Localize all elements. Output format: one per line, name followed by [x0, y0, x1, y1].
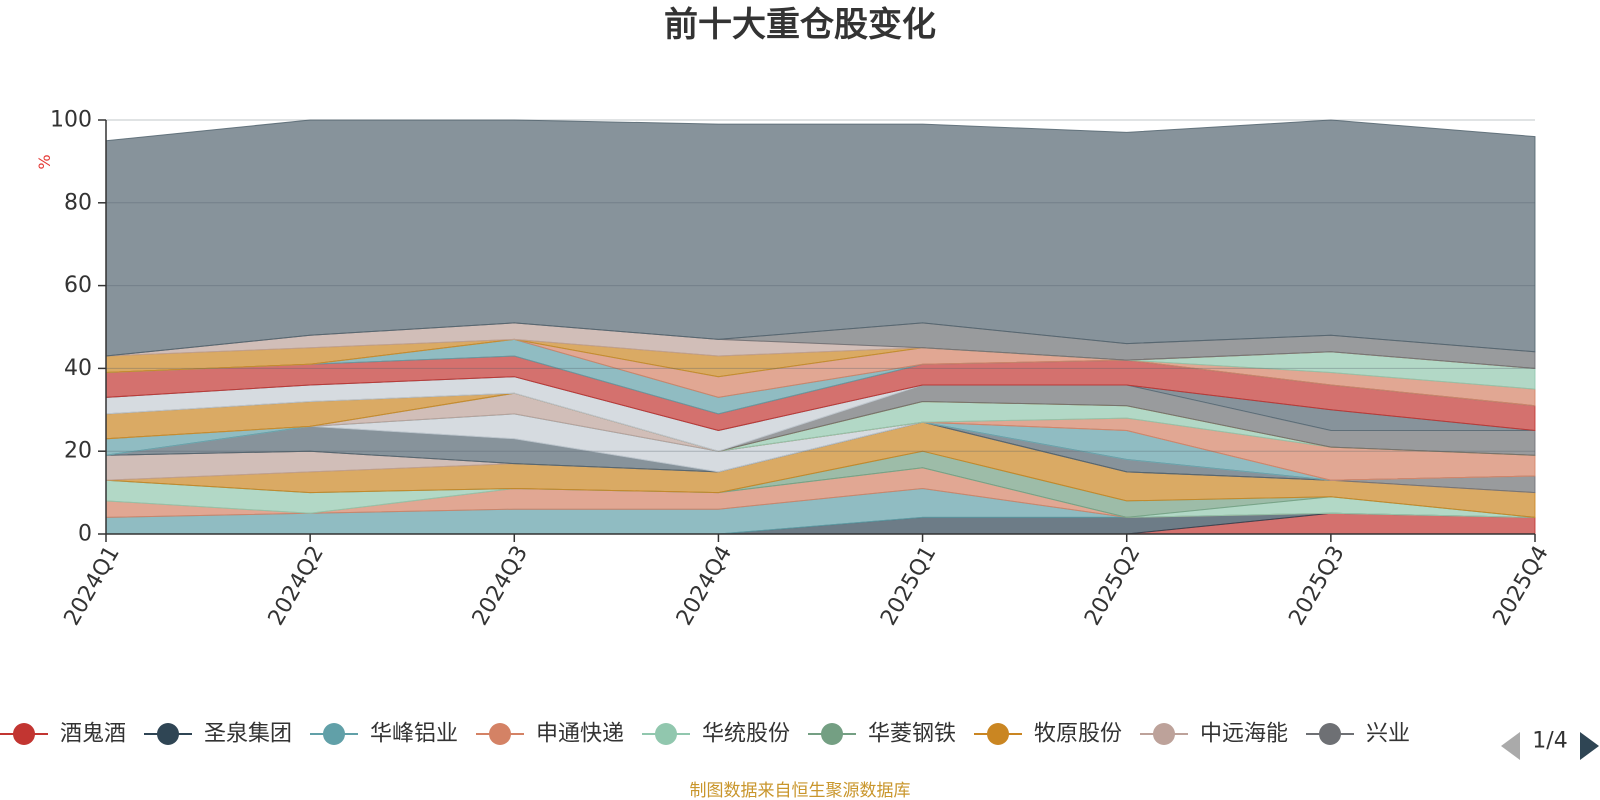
legend-item[interactable]: 圣泉集团 — [144, 722, 292, 747]
x-tick-label: 2025Q1 — [876, 542, 941, 630]
x-tick-label: 2024Q1 — [60, 542, 125, 630]
x-tick-label: 2024Q4 — [672, 542, 737, 630]
grid-lines — [106, 119, 1535, 452]
legend-prev-icon[interactable] — [1501, 732, 1520, 760]
legend-item[interactable]: 申通快递 — [476, 722, 624, 747]
legend-marker-icon — [1319, 723, 1341, 745]
y-tick-label: 0 — [78, 522, 92, 547]
x-tick-label: 2025Q3 — [1284, 542, 1349, 630]
legend-item[interactable]: 兴业 — [1306, 722, 1410, 747]
y-tick-label: 40 — [64, 356, 92, 381]
legend-label: 圣泉集团 — [204, 722, 292, 747]
area-layers — [105, 119, 1536, 535]
y-tick-label: 20 — [64, 439, 92, 464]
data-source-note: 制图数据来自恒生聚源数据库 — [690, 781, 911, 800]
legend-label: 牧原股份 — [1034, 722, 1122, 747]
area-series-27 — [105, 119, 1536, 357]
legend-marker-icon — [157, 723, 179, 745]
legend-item[interactable]: 华峰铝业 — [310, 722, 458, 747]
legend-next-icon[interactable] — [1580, 732, 1599, 760]
legend-label: 华菱钢铁 — [868, 722, 956, 747]
legend-marker-icon — [489, 723, 511, 745]
legend-marker-icon — [821, 723, 843, 745]
legend-label: 兴业 — [1366, 722, 1410, 747]
x-tick-label: 2025Q2 — [1080, 542, 1145, 630]
axes — [105, 120, 1535, 535]
x-tick-label: 2024Q3 — [468, 542, 533, 630]
y-tick-label: 80 — [64, 190, 92, 215]
legend-marker-icon — [323, 723, 345, 745]
legend-item[interactable]: 牧原股份 — [974, 722, 1122, 747]
legend-item[interactable]: 华统股份 — [642, 722, 790, 747]
legend-item[interactable]: 中远海能 — [1140, 722, 1288, 747]
x-tick-label: 2024Q2 — [264, 542, 329, 630]
y-tick-label: 100 — [50, 108, 92, 133]
legend-pager: 1/4 — [1501, 729, 1599, 760]
legend-marker-icon — [1153, 723, 1175, 745]
legend-label: 酒鬼酒 — [60, 722, 126, 747]
legend-item[interactable]: 酒鬼酒 — [0, 722, 126, 747]
legend-marker-icon — [13, 723, 35, 745]
legend-label: 华峰铝业 — [370, 722, 458, 747]
legend-marker-icon — [655, 723, 677, 745]
legend: 酒鬼酒 圣泉集团 华峰铝业 申通快递 华统股份 华菱钢铁 牧原股份 中远海能 兴业 — [0, 722, 1410, 747]
legend-label: 华统股份 — [702, 722, 790, 747]
legend-marker-icon — [987, 723, 1009, 745]
legend-page-indicator: 1/4 — [1532, 729, 1567, 754]
legend-label: 申通快递 — [536, 722, 624, 747]
y-axis-unit: % — [35, 154, 54, 169]
x-tick-labels: 2024Q1 2024Q2 2024Q3 2024Q4 2025Q1 2025Q2 2025… — [60, 534, 1554, 630]
y-tick-labels: 0 20 40 60 80 100 — [50, 108, 106, 547]
x-tick-label: 2025Q4 — [1489, 542, 1554, 630]
chart-title: 前十大重仓股变化 — [664, 5, 936, 45]
legend-item[interactable]: 华菱钢铁 — [808, 722, 956, 747]
y-tick-label: 60 — [64, 273, 92, 298]
legend-label: 中远海能 — [1200, 722, 1288, 747]
